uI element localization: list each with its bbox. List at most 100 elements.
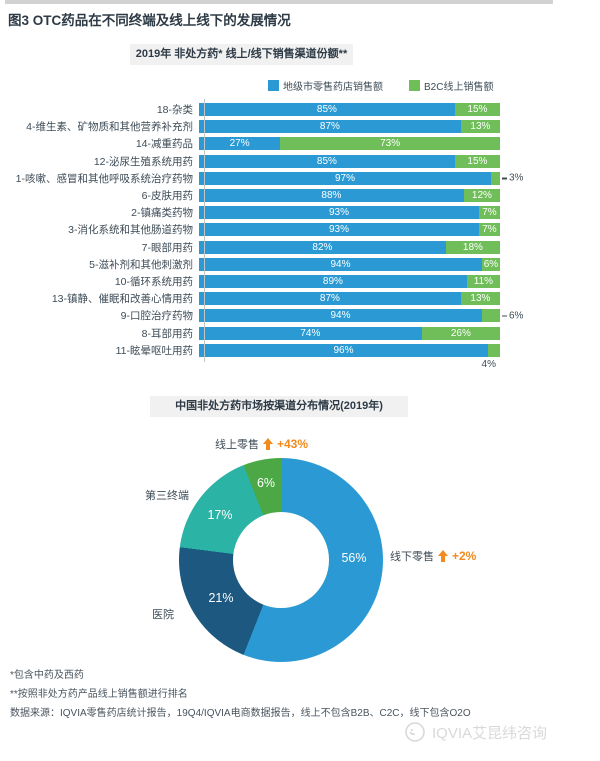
- bar-track: 82% 18%: [199, 240, 500, 254]
- online-value-label: 7%: [482, 224, 497, 236]
- online-value-label: 6%: [502, 310, 523, 321]
- online-value-label: 15%: [467, 155, 488, 167]
- online-retail-label: 线上零售: [215, 439, 259, 451]
- online-bar-segment: 18%: [445, 240, 500, 254]
- offline-bar-segment: 74%: [199, 326, 422, 340]
- online-value-label: 15%: [467, 104, 488, 116]
- bar-track: 27% 73%: [199, 137, 500, 151]
- online-value-label: 12%: [471, 190, 492, 202]
- category-label: 1-咳嗽、感冒和其他呼吸系统治疗药物: [15, 172, 193, 185]
- slice-value-offline-retail: 56%: [341, 551, 367, 565]
- online-bar-segment: 13%: [460, 120, 500, 134]
- bar-row: 11-眩晕呕吐用药 96% 4%: [0, 342, 600, 370]
- bar-row: 7-眼部用药 82% 18%: [0, 239, 600, 256]
- bar-track: 97% 3%: [199, 171, 523, 185]
- online-value-label: 11%: [473, 275, 494, 287]
- bar-track: 87% 13%: [199, 120, 500, 134]
- category-label: 10-循环系统用药: [114, 275, 193, 288]
- category-label: 8-耳部用药: [141, 327, 193, 340]
- legend-swatch-green: [409, 80, 420, 91]
- bar-row: 8-耳部用药 74% 26%: [0, 324, 600, 341]
- offline-bar-segment: 82%: [199, 240, 446, 254]
- bar-row: 12-泌尿生殖系统用药 85% 15%: [0, 153, 600, 170]
- online-value-label: 73%: [380, 138, 401, 150]
- online-bar-segment: 11%: [466, 274, 500, 288]
- online-value-label: 7%: [482, 207, 497, 219]
- offline-bar-segment: 97%: [199, 171, 491, 185]
- bar-row: 13-镇静、催眠和改善心情用药 87% 13%: [0, 290, 600, 307]
- footnote-source: 数据来源：IQVIA零售药店统计报告，19Q4/IQVIA电商数据报告，线上不包…: [10, 708, 471, 719]
- bar-row: 1-咳嗽、感冒和其他呼吸系统治疗药物 97% 3%: [0, 170, 600, 187]
- online-value-label: 13%: [470, 121, 491, 133]
- legend-label-offline: 地级市零售药店销售额: [283, 82, 383, 93]
- offline-growth-value: +2%: [452, 549, 477, 563]
- bar-row: 18-杂类 85% 15%: [0, 101, 600, 118]
- offline-value-label: 82%: [312, 241, 333, 253]
- category-label: 6-皮肤用药: [141, 190, 193, 203]
- top-border-line: [5, 0, 553, 4]
- iqvia-logo-icon: [405, 722, 425, 742]
- footnotes: *包含中药及西药 **按照非处方药产品线上销售额进行排名 数据来源：IQVIA零…: [10, 666, 471, 723]
- legend-label-online: B2C线上销售额: [424, 82, 494, 93]
- offline-value-label: 85%: [316, 104, 337, 116]
- offline-bar-segment: 96%: [199, 343, 488, 357]
- bar-row: 5-滋补剂和其他刺激剂 94% 6%: [0, 256, 600, 273]
- category-label: 14-减重药品: [135, 138, 193, 151]
- up-arrow-icon: [438, 550, 448, 562]
- category-label: 11-眩晕呕吐用药: [115, 344, 193, 357]
- watermark-text: IQVIA艾昆纬咨询: [432, 724, 548, 742]
- bar-track: 94% 6%: [199, 257, 500, 271]
- offline-value-label: 94%: [330, 258, 351, 270]
- online-bar-segment: 15%: [454, 103, 500, 117]
- online-retail-callout: 线上零售 +43%: [215, 436, 308, 452]
- online-value-label: 6%: [483, 258, 499, 270]
- offline-value-label: 27%: [229, 138, 250, 150]
- legend-item-offline: 地级市零售药店销售额: [268, 78, 383, 93]
- offline-value-label: 85%: [316, 155, 337, 167]
- offline-bar-segment: 93%: [199, 206, 479, 220]
- category-label: 13-镇静、催眠和改善心情用药: [51, 293, 193, 306]
- offline-value-label: 88%: [321, 190, 342, 202]
- offline-bar-segment: 87%: [199, 292, 461, 306]
- footnote-2: **按照非处方药产品线上销售额进行排名: [10, 689, 188, 700]
- offline-bar-segment: 88%: [199, 189, 464, 203]
- bar-track: 93% 7%: [199, 206, 500, 220]
- offline-bar-segment: 27%: [199, 137, 281, 151]
- offline-value-label: 97%: [334, 172, 355, 184]
- bar-row: 10-循环系统用药 89% 11%: [0, 273, 600, 290]
- bar-track: 74% 26%: [199, 326, 500, 340]
- offline-bar-segment: 94%: [199, 257, 482, 271]
- online-bar-segment: [490, 171, 500, 185]
- offline-value-label: 94%: [330, 310, 351, 322]
- online-bar-segment: [487, 343, 500, 357]
- footnote-1: *包含中药及西药: [10, 670, 84, 681]
- online-bar-segment: [481, 309, 500, 323]
- bar-row: 2-镇痛类药物 93% 7%: [0, 204, 600, 221]
- offline-value-label: 74%: [300, 327, 321, 339]
- slice-value-third-terminal: 17%: [207, 508, 233, 522]
- bar-track: 88% 12%: [199, 189, 500, 203]
- bar-track: 85% 15%: [199, 154, 500, 168]
- bar-track: 96% 4%: [199, 343, 500, 370]
- figure-title: 图3 OTC药品在不同终端及线上线下的发展情况: [8, 13, 291, 28]
- online-bar-segment: 12%: [463, 189, 500, 203]
- online-bar-segment: 7%: [478, 223, 500, 237]
- offline-value-label: 93%: [328, 207, 349, 219]
- bar-track: 85% 15%: [199, 103, 500, 117]
- bar-track: 89% 11%: [199, 274, 500, 288]
- slice-value-hospital: 21%: [208, 591, 234, 605]
- offline-bar-segment: 94%: [199, 309, 482, 323]
- slice-value-online-retail: 6%: [256, 476, 276, 490]
- online-bar-segment: 6%: [481, 257, 500, 271]
- category-label: 7-眼部用药: [141, 241, 193, 254]
- online-bar-segment: 15%: [454, 154, 500, 168]
- online-growth-value: +43%: [277, 437, 309, 451]
- offline-bar-segment: 85%: [199, 103, 455, 117]
- category-label: 5-滋补剂和其他刺激剂: [89, 258, 193, 271]
- legend-item-online: B2C线上销售额: [409, 78, 493, 93]
- watermark: IQVIA艾昆纬咨询: [403, 720, 547, 744]
- donut-hole: [233, 512, 329, 608]
- bar-row: 3-消化系统和其他肠道药物 93% 7%: [0, 221, 600, 238]
- bar-row: 4-维生素、矿物质和其他营养补充剂 87% 13%: [0, 118, 600, 135]
- bar-row: 9-口腔治疗药物 94% 6%: [0, 307, 600, 324]
